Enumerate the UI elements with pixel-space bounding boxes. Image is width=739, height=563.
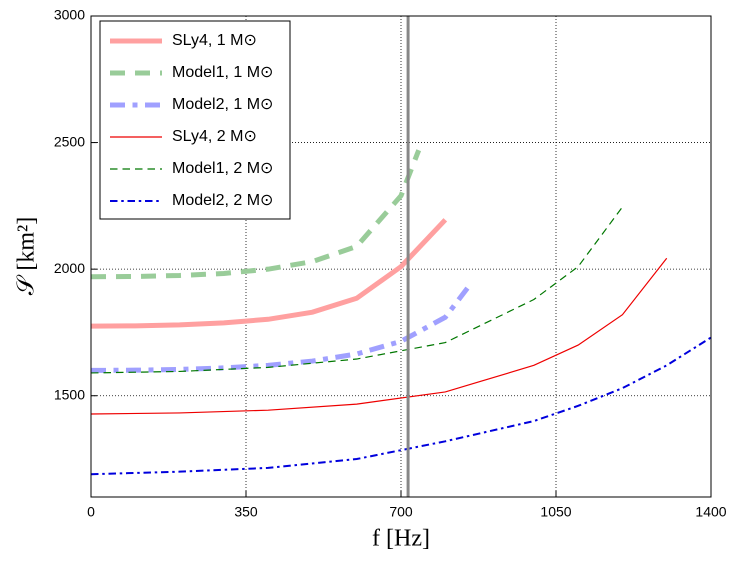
y-tick-label: 2000 (54, 260, 85, 276)
legend-box (99, 20, 291, 220)
x-tick-label: 700 (389, 504, 413, 520)
legend-label: Model2, 2 M⊙ (172, 192, 273, 209)
legend-label: Model2, 1 M⊙ (172, 96, 273, 113)
line (90, 336, 712, 476)
x-tick-label: 0 (87, 504, 95, 520)
line (90, 218, 448, 329)
y-axis-label: 𝒮 [km²] (14, 217, 40, 295)
legend-label: SLy4, 2 M⊙ (172, 128, 257, 145)
legend-label: SLy4, 1 M⊙ (172, 32, 257, 49)
line (90, 286, 470, 373)
y-tick-label: 1500 (54, 386, 85, 402)
line (90, 149, 422, 280)
line (90, 204, 625, 374)
plot-frame (90, 15, 712, 498)
x-tick-label: 350 (234, 504, 258, 520)
x-tick-label: 1050 (540, 504, 571, 520)
y-tick-label: 3000 (54, 7, 85, 23)
x-axis-label: f [Hz] (372, 526, 430, 552)
x-tick-label: 1400 (695, 504, 726, 520)
line (90, 257, 668, 415)
legend-label: Model1, 1 M⊙ (172, 64, 273, 81)
legend-label: Model1, 2 M⊙ (172, 160, 273, 177)
y-tick-label: 2500 (54, 133, 85, 149)
